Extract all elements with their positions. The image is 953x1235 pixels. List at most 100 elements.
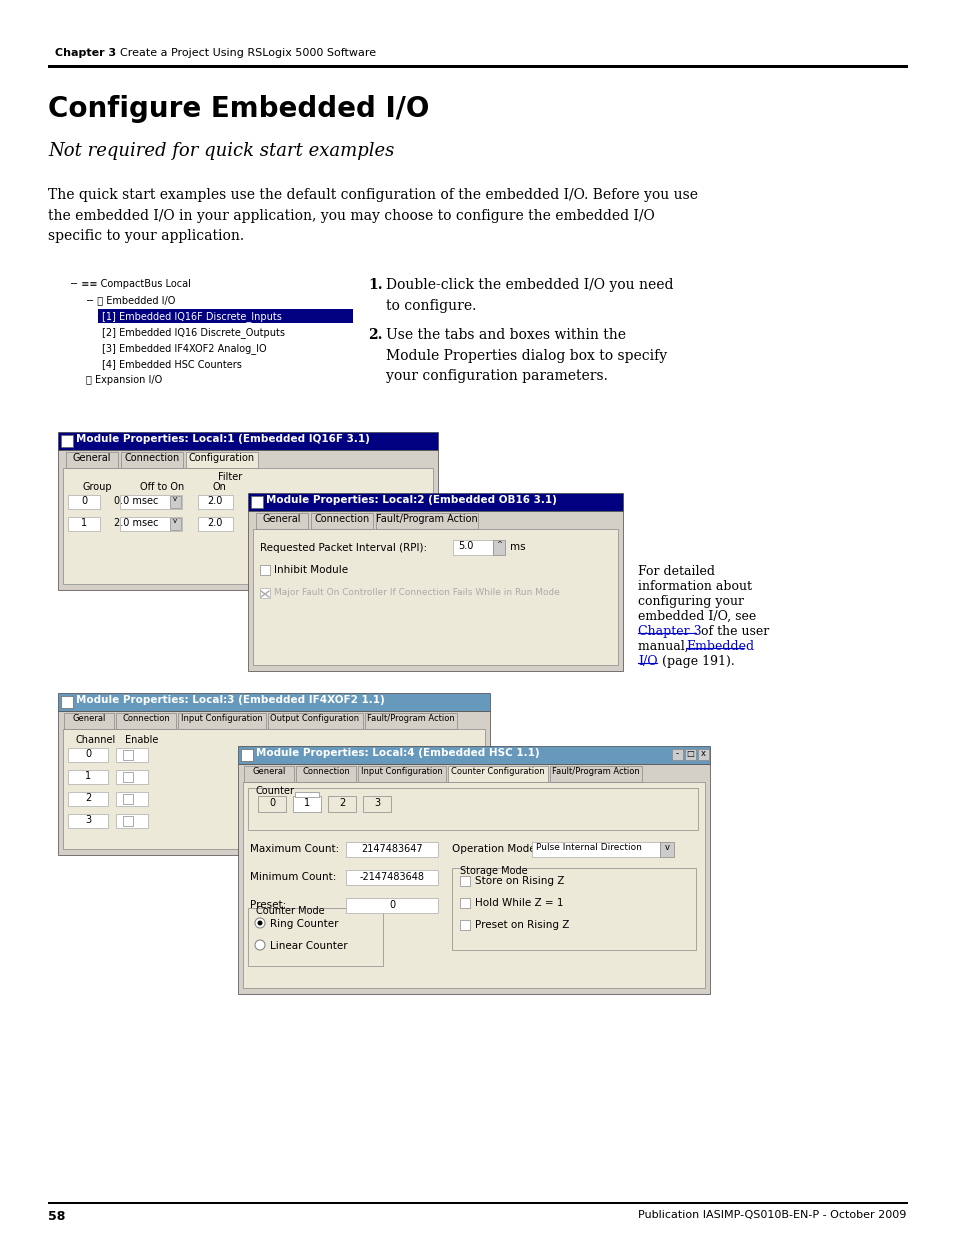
Bar — [459, 876, 470, 885]
Bar — [244, 766, 294, 782]
Text: 1.: 1. — [368, 278, 382, 291]
Text: Module Properties: Local:2 (Embedded OB16 3.1): Module Properties: Local:2 (Embedded OB1… — [266, 495, 557, 505]
Bar — [116, 814, 148, 827]
Text: Enable: Enable — [125, 735, 158, 745]
Bar — [251, 496, 263, 508]
Text: Input Configuration: Input Configuration — [181, 714, 263, 722]
Text: embedded I/O, see: embedded I/O, see — [638, 610, 756, 622]
Bar — [671, 748, 682, 760]
Text: 3: 3 — [374, 798, 379, 808]
Bar — [98, 309, 353, 324]
Circle shape — [254, 940, 265, 950]
Text: 2.0: 2.0 — [207, 496, 222, 506]
Bar — [68, 748, 108, 762]
Bar — [248, 788, 698, 830]
Text: 2.0 msec: 2.0 msec — [113, 517, 158, 529]
Bar — [268, 713, 363, 729]
Text: Operation Mode:: Operation Mode: — [452, 844, 538, 853]
Text: Create a Project Using RSLogix 5000 Software: Create a Project Using RSLogix 5000 Soft… — [120, 48, 375, 58]
Text: Linear Counter: Linear Counter — [270, 941, 347, 951]
Text: 5.0: 5.0 — [457, 541, 473, 551]
Text: Input Configuration: Input Configuration — [361, 767, 442, 776]
Text: Inhibit Module: Inhibit Module — [274, 564, 348, 576]
Text: Fault/Program Action: Fault/Program Action — [375, 514, 477, 524]
Bar — [459, 898, 470, 908]
Bar — [186, 452, 257, 468]
Text: Requested Packet Interval (RPI):: Requested Packet Interval (RPI): — [260, 543, 427, 553]
Bar — [121, 452, 183, 468]
Bar — [48, 1202, 907, 1204]
Bar — [61, 435, 73, 447]
Text: Filter: Filter — [218, 472, 242, 482]
Bar — [293, 797, 320, 811]
Text: On: On — [213, 482, 227, 492]
Text: ms: ms — [510, 542, 525, 552]
Bar — [58, 432, 437, 450]
Bar — [123, 750, 132, 760]
Bar — [448, 766, 547, 782]
Text: Configure Embedded I/O: Configure Embedded I/O — [48, 95, 429, 124]
Bar — [698, 748, 708, 760]
Bar — [255, 513, 308, 529]
Bar — [248, 511, 622, 671]
Bar — [198, 517, 233, 531]
Bar — [68, 814, 108, 827]
Text: Module Properties: Local:3 (Embedded IF4XOF2 1.1): Module Properties: Local:3 (Embedded IF4… — [76, 695, 384, 705]
Bar — [346, 842, 437, 857]
Bar — [123, 772, 132, 782]
Text: [2] Embedded IQ16 Discrete_Outputs: [2] Embedded IQ16 Discrete_Outputs — [102, 327, 285, 338]
Bar — [346, 869, 437, 885]
Bar — [248, 493, 622, 511]
Text: 0: 0 — [269, 798, 274, 808]
Bar — [64, 713, 113, 729]
Text: General: General — [72, 714, 106, 722]
Text: Connection: Connection — [314, 514, 369, 524]
Bar — [257, 797, 286, 811]
Bar — [120, 495, 182, 509]
Text: [1] Embedded IQ16F Discrete_Inputs: [1] Embedded IQ16F Discrete_Inputs — [102, 311, 281, 322]
Bar — [198, 495, 233, 509]
Text: v: v — [172, 517, 177, 524]
Text: Double-click the embedded I/O you need
to configure.: Double-click the embedded I/O you need t… — [386, 278, 673, 312]
Text: -: - — [675, 748, 678, 758]
Text: Not required for quick start examples: Not required for quick start examples — [48, 142, 394, 161]
Text: x: x — [700, 748, 705, 758]
Text: v: v — [172, 496, 177, 501]
Bar — [241, 748, 253, 761]
Bar — [363, 797, 391, 811]
Bar — [68, 769, 108, 784]
Text: 58: 58 — [48, 1210, 66, 1223]
Text: General: General — [252, 767, 285, 776]
Bar — [248, 908, 382, 966]
Text: 2.0: 2.0 — [207, 517, 222, 529]
Bar — [294, 792, 318, 797]
Bar — [357, 766, 446, 782]
Text: Chapter 3: Chapter 3 — [55, 48, 116, 58]
Circle shape — [254, 918, 265, 927]
Bar — [123, 794, 132, 804]
Text: Pulse Internal Direction: Pulse Internal Direction — [536, 844, 641, 852]
Text: Maximum Count:: Maximum Count: — [250, 844, 339, 853]
Text: Use the tabs and boxes within the
Module Properties dialog box to specify
your c: Use the tabs and boxes within the Module… — [386, 329, 666, 383]
Bar — [253, 529, 618, 664]
Text: Off to On: Off to On — [140, 482, 184, 492]
Bar — [61, 697, 73, 708]
Bar — [295, 766, 355, 782]
Text: Group: Group — [83, 482, 112, 492]
Text: Publication IASIMP-QS010B-EN-P - October 2009: Publication IASIMP-QS010B-EN-P - October… — [637, 1210, 905, 1220]
Bar — [260, 564, 270, 576]
Bar — [532, 842, 659, 857]
Text: Hold While Z = 1: Hold While Z = 1 — [475, 898, 563, 908]
Bar — [237, 746, 709, 764]
Text: [3] Embedded IF4XOF2 Analog_IO: [3] Embedded IF4XOF2 Analog_IO — [102, 343, 266, 354]
Bar — [243, 782, 704, 988]
Bar — [346, 898, 437, 913]
Text: Configuration: Configuration — [189, 453, 254, 463]
Text: Preset on Rising Z: Preset on Rising Z — [475, 920, 569, 930]
Bar — [58, 450, 437, 590]
Text: Module Properties: Local:4 (Embedded HSC 1.1): Module Properties: Local:4 (Embedded HSC… — [255, 748, 539, 758]
Text: 0: 0 — [85, 748, 91, 760]
Bar — [68, 792, 108, 806]
Text: Preset:: Preset: — [250, 900, 286, 910]
Text: Chapter 3: Chapter 3 — [638, 625, 700, 638]
